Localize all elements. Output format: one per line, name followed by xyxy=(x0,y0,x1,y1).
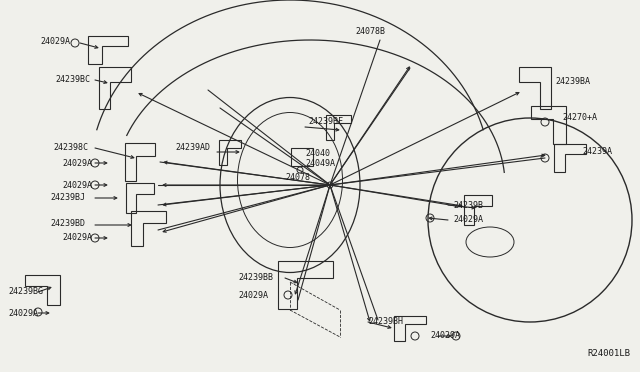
Text: 242398C: 242398C xyxy=(53,144,88,153)
Text: 24239BD: 24239BD xyxy=(50,218,85,228)
Text: 24239AD: 24239AD xyxy=(175,144,210,153)
Text: 24049A: 24049A xyxy=(305,160,335,169)
Text: 24029A: 24029A xyxy=(40,38,70,46)
Text: 24239B: 24239B xyxy=(453,201,483,209)
Text: 24029A: 24029A xyxy=(62,180,92,189)
Text: 24239BG: 24239BG xyxy=(8,288,43,296)
Text: R24001LB: R24001LB xyxy=(587,349,630,358)
Text: 24029A: 24029A xyxy=(62,234,92,243)
Text: 24239A: 24239A xyxy=(582,148,612,157)
Text: 24078: 24078 xyxy=(285,173,310,183)
Text: 24239BH: 24239BH xyxy=(368,317,403,327)
Text: 24239BA: 24239BA xyxy=(555,77,590,87)
Bar xyxy=(291,148,313,166)
Text: 24270+A: 24270+A xyxy=(562,113,597,122)
Text: 24029A: 24029A xyxy=(238,291,268,299)
Text: 24040: 24040 xyxy=(305,148,330,157)
Text: 24239BJ: 24239BJ xyxy=(50,193,85,202)
Text: 24029A: 24029A xyxy=(453,215,483,224)
Text: 24239BF: 24239BF xyxy=(308,116,343,125)
Text: 24029A: 24029A xyxy=(8,308,38,317)
Text: 24029A: 24029A xyxy=(62,158,92,167)
Text: 24239BB: 24239BB xyxy=(238,273,273,282)
Text: 24078B: 24078B xyxy=(355,28,385,36)
Text: 24239BC: 24239BC xyxy=(55,76,90,84)
Text: 24029A: 24029A xyxy=(430,331,460,340)
